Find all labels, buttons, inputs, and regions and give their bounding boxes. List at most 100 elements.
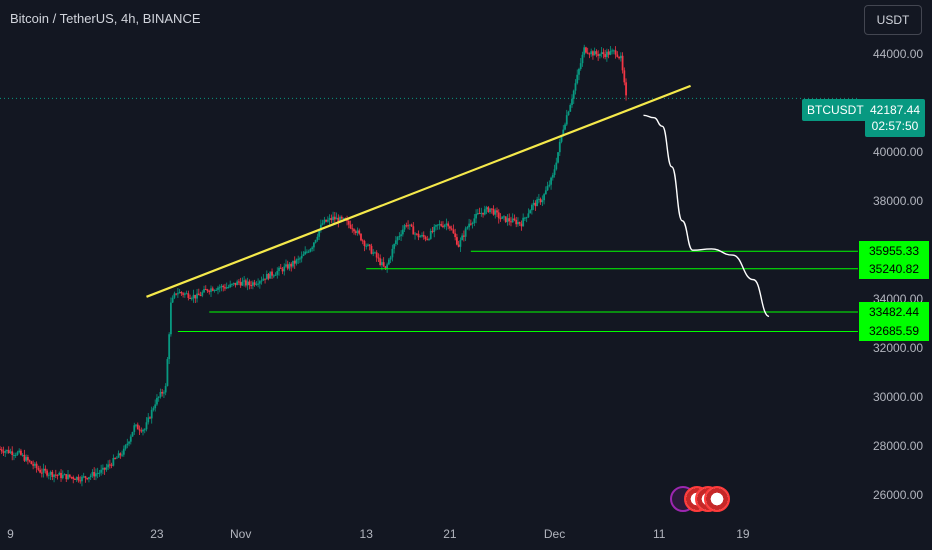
support-levels[interactable] — [177, 250, 858, 332]
candle-body — [110, 464, 113, 466]
candle-body — [35, 463, 38, 469]
candle-body — [241, 281, 244, 286]
candle-body — [25, 457, 28, 461]
candle-body — [466, 227, 469, 229]
candle-body — [215, 289, 218, 291]
candle-body — [492, 208, 495, 215]
candle-body — [517, 222, 519, 225]
candle-body — [218, 287, 221, 289]
candle-body — [135, 424, 137, 426]
trendline[interactable] — [146, 84, 691, 298]
candle-body — [370, 245, 373, 254]
candle-body — [490, 208, 493, 210]
projection-path[interactable] — [643, 114, 770, 318]
candle-body — [171, 297, 174, 303]
candle-body — [292, 260, 294, 267]
candle-body — [248, 281, 251, 286]
candle-body — [138, 429, 141, 431]
candle-body — [510, 221, 512, 223]
candle-body — [318, 230, 321, 237]
candle-body — [321, 223, 324, 225]
candle-body — [457, 244, 460, 247]
candle-body — [114, 458, 116, 460]
candle-body — [316, 236, 319, 240]
candle-body — [417, 233, 420, 238]
candle-body — [143, 429, 146, 431]
candle-body — [464, 228, 467, 237]
candle-body — [480, 212, 483, 214]
candle-body — [6, 449, 8, 452]
candle-body — [496, 210, 498, 213]
candle-body — [372, 252, 375, 254]
candle-body — [599, 54, 601, 56]
candle-body — [133, 425, 136, 432]
candle-body — [68, 474, 71, 477]
candle-body — [515, 220, 518, 225]
candle-body — [51, 471, 54, 477]
candle-body — [115, 457, 118, 459]
candle-body — [398, 235, 401, 238]
candle-body — [208, 291, 211, 293]
candle-body — [272, 275, 275, 277]
candle-body — [293, 260, 296, 264]
candle-body — [82, 476, 85, 478]
candle-body — [79, 480, 82, 482]
candle-body — [180, 291, 183, 294]
us-flag-icon[interactable] — [704, 486, 730, 512]
candle-body — [267, 274, 270, 279]
candle-body — [623, 70, 626, 83]
candle-body — [560, 135, 563, 142]
candle-body — [356, 230, 359, 233]
candle-body — [309, 248, 312, 252]
candle-body — [360, 233, 362, 241]
candle-body — [349, 224, 352, 229]
candle-body — [217, 287, 219, 290]
candle-body — [297, 258, 300, 260]
candle-body — [182, 293, 185, 295]
candle-body — [173, 293, 176, 298]
candle-body — [361, 240, 364, 242]
candle-body — [358, 230, 361, 234]
candle-body — [140, 430, 143, 432]
candle-body — [251, 282, 254, 286]
candle-body — [435, 225, 437, 227]
candle-body — [313, 242, 315, 248]
candle-body — [281, 268, 284, 272]
candle-body — [494, 210, 497, 215]
currency-button[interactable]: USDT — [864, 5, 922, 35]
candle-body — [243, 280, 246, 282]
level-price-tag: 35240.82 — [859, 258, 929, 279]
candle-body — [234, 282, 237, 286]
candle-body — [39, 469, 42, 473]
candle-body — [128, 441, 130, 444]
candle-body — [408, 224, 411, 226]
candle-body — [522, 217, 525, 227]
candle-body — [33, 463, 36, 466]
candle-body — [501, 216, 504, 219]
candle-body — [428, 238, 430, 240]
candle-body — [429, 230, 432, 239]
candle-body — [285, 264, 287, 267]
candle-body — [265, 274, 268, 280]
candle-body — [81, 476, 83, 482]
candle-body — [304, 251, 307, 255]
candle-body — [590, 51, 593, 55]
candle-body — [154, 404, 157, 409]
candle-body — [255, 283, 258, 285]
candle-body — [211, 288, 214, 291]
candle-body — [185, 293, 188, 295]
candle-body — [558, 141, 561, 153]
candle-body — [145, 422, 148, 430]
candle-body — [163, 392, 165, 394]
candle-body — [220, 285, 223, 288]
candle-body — [311, 247, 314, 249]
candle-body — [485, 207, 488, 210]
candle-body — [75, 476, 78, 480]
candle-body — [405, 225, 408, 227]
candle-body — [204, 289, 207, 291]
candle-body — [532, 202, 535, 205]
candle-body — [461, 235, 464, 241]
candle-body — [518, 222, 521, 224]
candle-body — [524, 217, 526, 219]
